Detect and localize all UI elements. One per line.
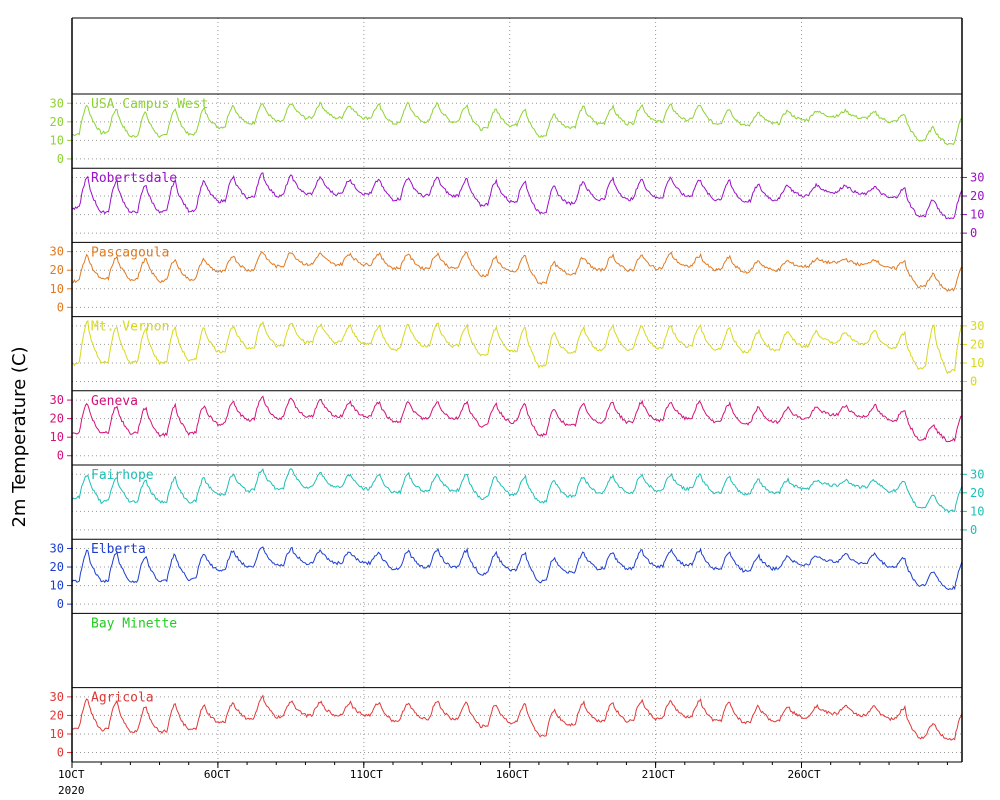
y-tick-label: 30 <box>50 96 64 110</box>
station-panels: 0 10 20 30 USA Campus West 0 10 20 30 Robertsdale… <box>50 93 984 760</box>
x-axis: 2020 1OCT 6OCT 11OCT 16OCT 21OCT 26OCT <box>58 762 948 797</box>
y-tick-label: 30 <box>970 319 984 333</box>
grid-lines <box>217 18 803 762</box>
y-tick-label: 0 <box>970 226 977 240</box>
station-panel: 0 10 20 30 Mt. Vernon <box>71 316 984 389</box>
station-panel: Bay Minette <box>72 612 962 631</box>
station-label: Pascagoula <box>91 245 169 260</box>
station-label: USA Campus West <box>91 97 208 112</box>
series-line <box>71 251 963 292</box>
x-tick-label: 1OCT <box>58 768 85 781</box>
station-panel: 0 10 20 30 USA Campus West <box>50 93 963 166</box>
y-tick-label: 10 <box>50 727 64 741</box>
station-panel: 0 10 20 30 Fairhope <box>71 464 984 537</box>
x-tick-label: 6OCT <box>204 768 231 781</box>
y-tick-label: 30 <box>50 393 64 407</box>
y-tick-label: 0 <box>57 152 64 166</box>
station-panel: 0 10 20 30 Robertsdale <box>71 167 984 240</box>
station-panel: 0 10 20 30 Pascagoula <box>50 241 963 314</box>
x-tick-label: 16OCT <box>496 768 529 781</box>
series-line <box>71 395 963 443</box>
series-line <box>71 319 963 375</box>
series-line <box>71 101 963 146</box>
station-label: Geneva <box>91 394 138 409</box>
station-label: Robertsdale <box>91 171 177 186</box>
y-tick-label: 10 <box>970 356 984 370</box>
y-tick-label: 30 <box>50 690 64 704</box>
x-tick-label: 11OCT <box>350 768 383 781</box>
y-tick-label: 10 <box>970 208 984 222</box>
y-tick-label: 0 <box>57 300 64 314</box>
y-tick-label: 20 <box>50 263 64 277</box>
y-tick-label: 0 <box>57 449 64 463</box>
y-tick-label: 10 <box>970 504 984 518</box>
y-axis-label: 2m Temperature (C) <box>9 346 30 527</box>
station-label: Agricola <box>91 691 154 706</box>
y-tick-label: 30 <box>970 170 984 184</box>
station-panel: 0 10 20 30 Agricola <box>50 687 963 760</box>
y-tick-label: 10 <box>50 430 64 444</box>
y-tick-label: 10 <box>50 133 64 147</box>
station-label: Fairhope <box>91 468 154 483</box>
y-tick-label: 0 <box>970 523 977 537</box>
y-tick-label: 20 <box>50 115 64 129</box>
y-tick-label: 10 <box>50 579 64 593</box>
series-line <box>71 467 963 514</box>
y-tick-label: 20 <box>50 708 64 722</box>
y-tick-label: 20 <box>970 486 984 500</box>
series-line <box>71 694 963 741</box>
station-label: Bay Minette <box>91 616 177 631</box>
y-tick-label: 30 <box>970 467 984 481</box>
y-tick-label: 30 <box>50 541 64 555</box>
x-tick-label: 21OCT <box>642 768 675 781</box>
station-panel: 0 10 20 30 Elberta <box>50 538 963 611</box>
y-tick-label: 20 <box>970 189 984 203</box>
y-tick-label: 20 <box>970 337 984 351</box>
series-line <box>71 546 963 591</box>
station-label: Mt. Vernon <box>91 320 169 335</box>
y-tick-label: 30 <box>50 245 64 259</box>
y-tick-label: 10 <box>50 282 64 296</box>
y-tick-label: 0 <box>57 746 64 760</box>
x-axis-year-label: 2020 <box>58 784 85 797</box>
station-panel: 0 10 20 30 Geneva <box>50 390 963 463</box>
plot-frame <box>71 17 963 763</box>
station-label: Elberta <box>91 542 146 557</box>
series-line <box>71 172 963 220</box>
y-tick-label: 0 <box>57 597 64 611</box>
y-tick-label: 0 <box>970 375 977 389</box>
x-tick-label: 26OCT <box>788 768 821 781</box>
y-tick-label: 20 <box>50 560 64 574</box>
y-tick-label: 20 <box>50 412 64 426</box>
